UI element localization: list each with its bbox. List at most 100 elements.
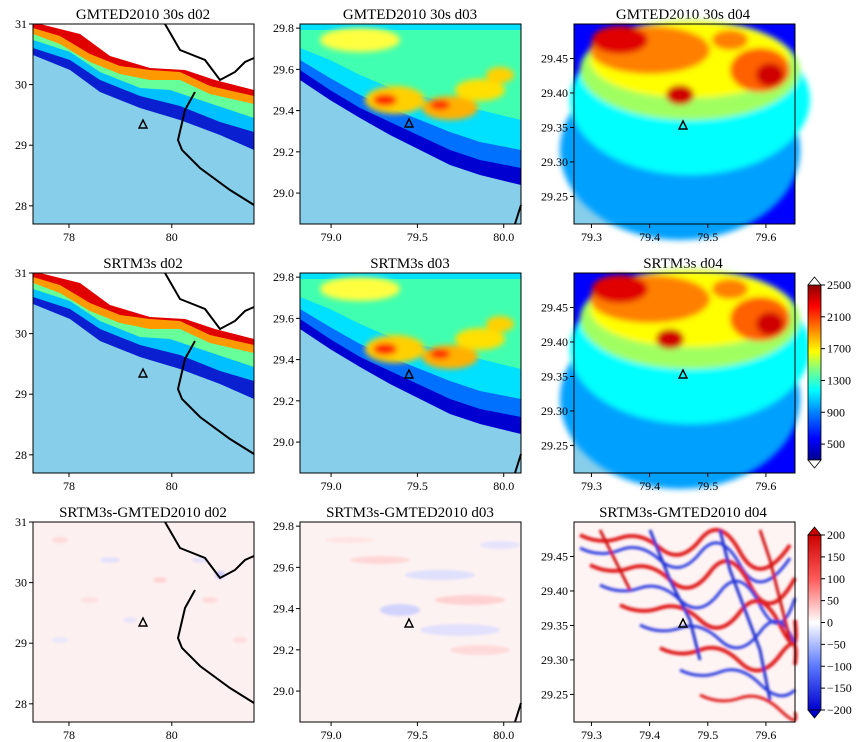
panel-gmted-d04: [560, 20, 810, 240]
y-tick-label: 29.4: [273, 602, 294, 616]
x-tick-label: 80: [166, 479, 178, 493]
tick-labels: 78 80 31 30 29 28 79.0 79.5 80.0 29.8 29.6 29.4 29.2…: [15, 17, 852, 742]
x-tick-label: 79.5: [697, 230, 718, 244]
x-tick-label: 79.4: [639, 728, 660, 742]
x-tick-label: 79.6: [755, 230, 776, 244]
panel-diff-d04: [573, 521, 798, 723]
colorbar-tick-label: 0: [827, 616, 833, 630]
y-tick-label: 29.0: [273, 186, 294, 200]
y-tick-label: 29.40: [541, 335, 568, 349]
unmapped-area: [40, 24, 254, 90]
x-tick-label: 80.0: [493, 728, 514, 742]
panel-title-srtm-d04: SRTM3s d04: [643, 256, 723, 272]
y-tick-label: 29: [15, 138, 27, 152]
panel-title-srtm-d03: SRTM3s d03: [370, 256, 450, 272]
x-tick-label: 79.6: [755, 728, 776, 742]
site-marker: [403, 368, 415, 379]
site-marker: [677, 119, 689, 130]
x-tick-label: 80.0: [493, 230, 514, 244]
x-tick-label: 79.0: [321, 728, 342, 742]
y-tick-label: 29.4: [273, 353, 294, 367]
y-tick-label: 28: [15, 199, 27, 213]
y-tick-label: 29.0: [273, 435, 294, 449]
colorbar-tick-label: −150: [827, 681, 852, 695]
site-marker: [137, 616, 149, 627]
site-marker: [677, 368, 689, 379]
y-tick-label: 30: [15, 576, 27, 590]
panel-diff-d02: [32, 521, 255, 723]
y-tick-label: 29.6: [273, 311, 294, 325]
y-tick-label: 29.2: [273, 145, 294, 159]
y-tick-label: 29.30: [541, 155, 568, 169]
y-tick-label: 29.8: [273, 519, 294, 533]
x-tick-label: 78: [63, 479, 75, 493]
y-tick-label: 29: [15, 387, 27, 401]
y-tick-label: 29.8: [273, 21, 294, 35]
colorbar-difference: [807, 526, 822, 719]
x-tick-label: 79.5: [407, 230, 428, 244]
country-border: [164, 521, 255, 580]
y-tick-label: 29.35: [541, 369, 568, 383]
panel-gmted-d02: [32, 23, 255, 225]
y-tick-label: 29.45: [541, 51, 568, 65]
country-border: [514, 702, 522, 723]
y-tick-label: 29.6: [273, 62, 294, 76]
x-tick-label: 80: [166, 728, 178, 742]
y-tick-label: 29.45: [541, 300, 568, 314]
x-tick-label: 79.0: [321, 479, 342, 493]
colorbar-tick-label: 1700: [827, 342, 851, 356]
y-tick-label: 29.0: [273, 684, 294, 698]
site-marker: [403, 617, 415, 628]
colorbar-tick-label: −100: [827, 659, 852, 673]
y-tick-label: 29.8: [273, 270, 294, 284]
x-tick-label: 79.5: [697, 728, 718, 742]
colorbar-elevation: [807, 276, 822, 469]
country-border: [164, 23, 255, 82]
site-marker: [137, 367, 149, 378]
colorbar-tick-label: 200: [827, 528, 845, 542]
colorbar-tick-label: 150: [827, 550, 845, 564]
panel-title-gmted-d02: GMTED2010 30s d02: [76, 7, 210, 23]
colorbar-tick-label: 2500: [827, 278, 851, 292]
x-tick-label: 79.4: [639, 479, 660, 493]
panel-title-srtm-d02: SRTM3s d02: [103, 256, 183, 272]
y-tick-label: 29: [15, 636, 27, 650]
x-tick-label: 79.5: [407, 728, 428, 742]
country-border: [514, 453, 522, 474]
y-tick-label: 29.4: [273, 104, 294, 118]
x-tick-label: 79.5: [407, 479, 428, 493]
x-tick-label: 79.5: [697, 479, 718, 493]
x-tick-label: 79.4: [639, 230, 660, 244]
colorbar-tick-label: 100: [827, 572, 845, 586]
panel-srtm-d02: [32, 272, 255, 474]
y-tick-label: 29.25: [541, 189, 568, 203]
y-tick-label: 29.25: [541, 687, 568, 701]
country-border: [176, 91, 255, 206]
x-tick-label: 79.3: [581, 728, 602, 742]
unmapped-area: [40, 273, 254, 339]
x-tick-label: 79.3: [581, 230, 602, 244]
x-tick-label: 79.0: [321, 230, 342, 244]
colorbar-tick-label: 900: [827, 405, 845, 419]
panel-title-diff-d04: SRTM3s-GMTED2010 d04: [599, 505, 767, 521]
colorbar-tick-label: −200: [827, 703, 852, 717]
y-tick-label: 30: [15, 327, 27, 341]
site-marker: [137, 118, 149, 129]
x-tick-label: 79.3: [581, 479, 602, 493]
x-tick-label: 80.0: [493, 479, 514, 493]
panel-title-diff-d03: SRTM3s-GMTED2010 d03: [326, 505, 494, 521]
x-tick-label: 78: [63, 230, 75, 244]
y-tick-label: 29.25: [541, 438, 568, 452]
panel-diff-d03: [299, 521, 522, 723]
country-border: [176, 340, 255, 455]
y-tick-label: 29.40: [541, 86, 568, 100]
panel-gmted-d03: [299, 23, 522, 225]
y-tick-label: 29.45: [541, 549, 568, 563]
country-border: [176, 589, 255, 704]
y-tick-label: 29.2: [273, 394, 294, 408]
x-tick-label: 78: [63, 728, 75, 742]
y-tick-label: 29.35: [541, 618, 568, 632]
x-tick-label: 79.6: [755, 479, 776, 493]
colorbar-tick-label: 500: [827, 437, 845, 451]
